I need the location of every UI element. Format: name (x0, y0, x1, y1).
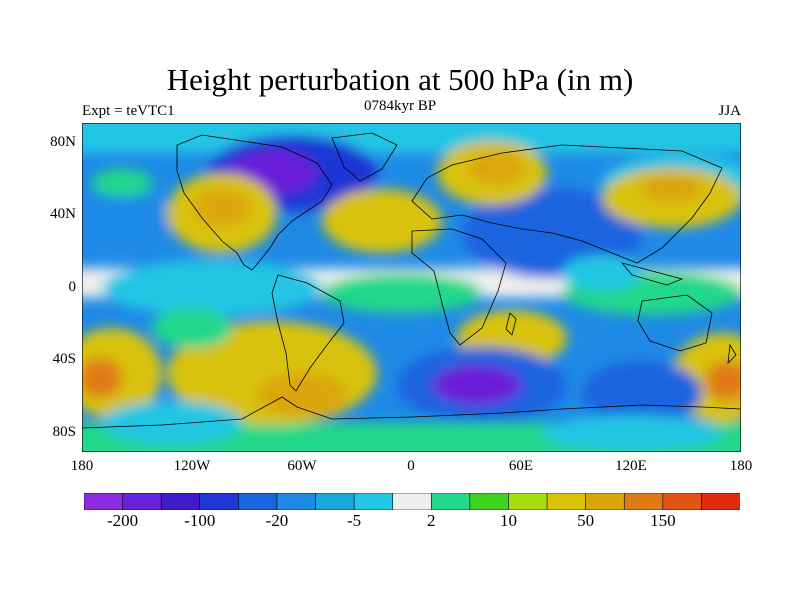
colorbar-swatch (353, 493, 394, 510)
colorbar-swatch (238, 493, 278, 510)
field-patch (582, 361, 702, 425)
field-patch (82, 188, 172, 248)
field-patch (542, 415, 722, 451)
field-patch (152, 308, 232, 348)
lon-tick-label: 120W (173, 458, 211, 474)
colorbar-label: -5 (347, 511, 362, 530)
field-patch (562, 255, 642, 291)
field-patch (469, 152, 525, 184)
colorbar-swatch (585, 493, 625, 510)
colorbar (84, 493, 740, 510)
colorbar-swatch (546, 493, 587, 510)
chart-title: Height perturbation at 500 hPa (in m) (166, 62, 634, 97)
colorbar-swatch (392, 493, 432, 510)
lat-tick-label: 80S (52, 424, 76, 440)
colorbar-swatch (84, 493, 124, 510)
lon-tick-label: 60W (287, 458, 317, 474)
colorbar-swatch (276, 493, 317, 510)
colorbar-swatch (508, 493, 548, 510)
colorbar-swatch (623, 493, 664, 510)
field-patch (432, 365, 522, 405)
coastlines (82, 132, 741, 429)
lon-tick-label: 0 (407, 458, 415, 474)
field-patch (640, 174, 704, 202)
time-label: 0784kyr BP (363, 98, 437, 114)
field-patch (194, 190, 250, 226)
field-patch (82, 123, 741, 153)
colorbar-swatch (430, 493, 471, 510)
lon-tick-label: 120E (615, 458, 647, 474)
colorbar-swatch (315, 493, 355, 510)
lat-tick-label: 0 (68, 279, 77, 295)
colorbar-label: 150 (650, 511, 676, 530)
lon-tick-label: 180 (70, 458, 94, 474)
colorbar-label: -20 (265, 511, 289, 530)
field-patch (322, 189, 442, 253)
colorbar-swatch (122, 493, 162, 510)
field-patch (102, 401, 242, 445)
field-patch (322, 273, 482, 313)
colorbar-swatch (701, 493, 740, 510)
colorbar-swatch (199, 493, 239, 510)
field-patch (257, 373, 347, 417)
height-perturbation-map (82, 123, 741, 452)
lat-tick-label: 40N (50, 206, 76, 222)
lon-tick-label: 60E (508, 458, 534, 474)
colorbar-label: 50 (577, 511, 595, 530)
field-patch (102, 260, 322, 316)
contour-field (82, 123, 741, 452)
colorbar-swatch (662, 493, 703, 510)
colorbar-label: 2 (427, 511, 436, 530)
colorbar-label: -200 (106, 511, 139, 530)
colorbar-label: 10 (499, 511, 517, 530)
lat-tick-label: 80N (50, 134, 76, 150)
colorbar-swatch (469, 493, 510, 510)
experiment-label: Expt = teVTC1 (82, 103, 175, 119)
lat-tick-label: 40S (52, 351, 76, 367)
lon-tick-label: 180 (729, 458, 753, 474)
field-patch (92, 169, 152, 197)
field-patch (705, 361, 741, 401)
colorbar-swatch (160, 493, 201, 510)
field-patch (82, 358, 122, 398)
season-label: JJA (718, 103, 741, 119)
colorbar-label: -100 (184, 511, 216, 530)
